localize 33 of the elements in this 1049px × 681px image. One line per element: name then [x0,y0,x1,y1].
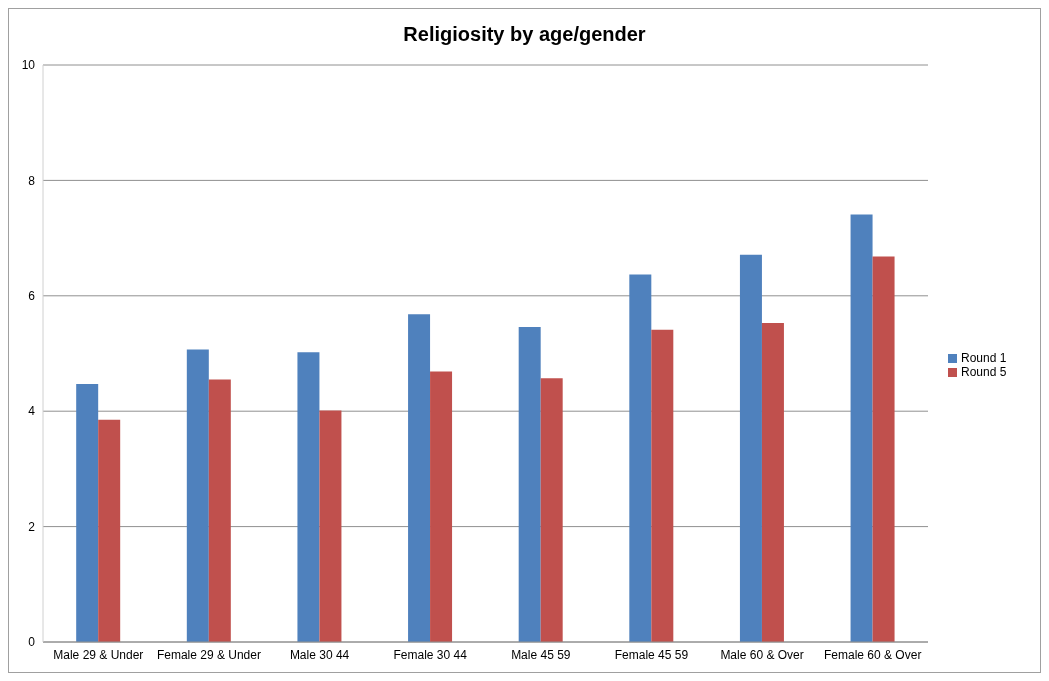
x-tick-label: Male 29 & Under [53,647,144,662]
legend-label: Round 1 [961,350,1007,365]
y-tick-label: 0 [28,635,36,650]
x-tick-label: Male 60 & Over [720,647,804,662]
bar [540,378,563,642]
y-tick-label: 2 [28,519,36,534]
x-tick-label: Female 45 59 [614,647,689,662]
bar [319,410,342,642]
bar [629,274,652,642]
bar [208,379,231,642]
x-tick-label: Male 45 59 [511,647,571,662]
x-tick-label: Male 30 44 [289,647,350,662]
bar [850,214,873,642]
bar [186,349,209,642]
y-tick-label: 6 [28,289,36,304]
bar [739,254,762,642]
bar [297,352,320,642]
chart-title: Religiosity by age/gender [402,22,647,47]
bar [872,256,895,642]
bar [430,371,453,642]
bar [761,322,784,642]
x-tick-label: Female 29 & Under [156,647,261,662]
legend-label: Round 5 [961,364,1007,379]
x-tick-label: Female 60 & Over [824,647,922,662]
y-tick-label: 8 [28,173,36,188]
bar [76,384,99,642]
bar [651,329,674,642]
x-tick-label: Female 30 44 [393,647,468,662]
y-tick-label: 10 [21,58,36,73]
bar [518,326,541,642]
y-tick-label: 4 [28,404,36,419]
bar [98,419,121,642]
bar [408,314,431,642]
